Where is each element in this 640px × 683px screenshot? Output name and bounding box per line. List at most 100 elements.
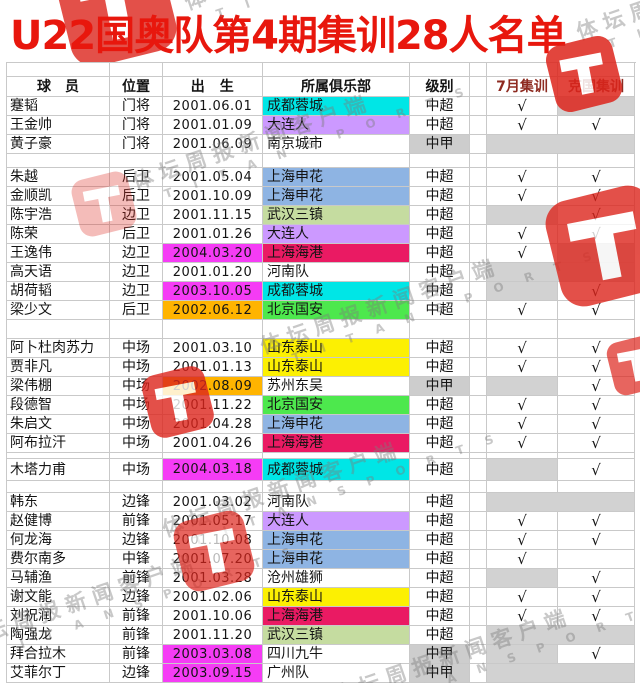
player-name-cell: 马辅渔: [7, 569, 110, 588]
empty-cell: [163, 154, 263, 168]
july-camp-cell: √: [487, 116, 558, 135]
table-row: 陈宇浩 边卫 2001.11.15 武汉三镇 中超 √: [7, 206, 636, 225]
club-cell: 山东泰山: [263, 339, 410, 358]
position-cell: 门将: [110, 135, 163, 154]
player-name-cell: 木塔力甫: [7, 459, 110, 481]
club-cell: 山东泰山: [263, 588, 410, 607]
gap-cell: [470, 263, 487, 282]
gap-cell: [470, 377, 487, 396]
player-name-cell: 何龙海: [7, 531, 110, 550]
birth-date-cell: 2001.01.26: [163, 225, 263, 244]
croatia-camp-cell: √: [558, 282, 635, 301]
col-header-birth: 出 生: [163, 77, 263, 97]
club-cell: 大连人: [263, 225, 410, 244]
player-name-cell: 朱越: [7, 168, 110, 187]
level-cell: 中甲: [410, 664, 470, 683]
position-cell: 中锋: [110, 550, 163, 569]
position-cell: 边卫: [110, 263, 163, 282]
camps-absent-cell: [487, 664, 635, 683]
gap-cell: [470, 168, 487, 187]
table-row: 陶强龙 前锋 2001.11.20 武汉三镇 中超: [7, 626, 636, 645]
birth-date-cell: 2001.05.04: [163, 168, 263, 187]
player-name-cell: 王金帅: [7, 116, 110, 135]
squad-table: 球 员位置出 生所属俱乐部 级别 7月集训 克国集训 蹇韬 门将 2001.06.01 成都蓉…: [6, 62, 636, 683]
player-name-cell: 陈宇浩: [7, 206, 110, 225]
croatia-camp-cell: √: [558, 607, 635, 626]
club-cell: 大连人: [263, 116, 410, 135]
level-cell: 中超: [410, 339, 470, 358]
july-camp-cell: [487, 282, 558, 301]
col-header-club: 所属俱乐部: [263, 77, 410, 97]
spacer-row: [7, 154, 636, 168]
club-cell: 成都蓉城: [263, 282, 410, 301]
spacer-row: [7, 453, 636, 459]
july-camp-cell: √: [487, 168, 558, 187]
table-row: 刘祝润 前锋 2001.10.06 上海海港 中超 √ √: [7, 607, 636, 626]
club-cell: 南京城市: [263, 135, 410, 154]
empty-cell: [558, 63, 635, 77]
col-header-player: 球 员: [7, 77, 110, 97]
empty-cell: [558, 320, 635, 339]
july-camp-cell: √: [487, 339, 558, 358]
july-camp-cell: √: [487, 415, 558, 434]
empty-cell: [410, 320, 470, 339]
empty-cell: [410, 453, 470, 459]
camps-absent-cell: [487, 263, 635, 282]
empty-cell: [7, 481, 110, 493]
birth-date-cell: 2001.05.17: [163, 512, 263, 531]
position-cell: 门将: [110, 116, 163, 135]
club-cell: 上海申花: [263, 187, 410, 206]
birth-date-cell: 2001.04.28: [163, 415, 263, 434]
july-camp-cell: √: [487, 225, 558, 244]
club-cell: 上海海港: [263, 607, 410, 626]
level-cell: 中超: [410, 282, 470, 301]
gap-cell: [470, 358, 487, 377]
empty-cell: [558, 453, 635, 459]
position-cell: 边锋: [110, 493, 163, 512]
croatia-camp-cell: √: [558, 168, 635, 187]
table-row: 高天语 边卫 2001.01.20 河南队 中超: [7, 263, 636, 282]
level-cell: 中超: [410, 607, 470, 626]
position-cell: 前锋: [110, 607, 163, 626]
club-cell: 苏州东吴: [263, 377, 410, 396]
player-name-cell: 阿布拉汗: [7, 434, 110, 453]
empty-cell: [263, 154, 410, 168]
position-cell: 边锋: [110, 531, 163, 550]
col-header-july-camp: 7月集训: [487, 77, 558, 97]
player-name-cell: 朱启文: [7, 415, 110, 434]
club-cell: 大连人: [263, 512, 410, 531]
empty-cell: [110, 154, 163, 168]
table-row: 黄子豪 门将 2001.06.09 南京城市 中甲: [7, 135, 636, 154]
birth-date-cell: 2001.04.26: [163, 434, 263, 453]
position-cell: 前锋: [110, 645, 163, 664]
player-name-cell: 拜合拉木: [7, 645, 110, 664]
position-cell: 前锋: [110, 626, 163, 645]
croatia-camp-cell: √: [558, 588, 635, 607]
empty-cell: [487, 453, 558, 459]
table-row: 金顺凯 后卫 2001.10.09 上海申花 中超 √ √: [7, 187, 636, 206]
table-row: 费尔南多 中锋 2001.07.20 上海申花 中超 √: [7, 550, 636, 569]
birth-date-cell: 2001.10.08: [163, 531, 263, 550]
birth-date-cell: 2003.03.08: [163, 645, 263, 664]
player-name-cell: 段德智: [7, 396, 110, 415]
position-cell: 后卫: [110, 301, 163, 320]
level-cell: 中超: [410, 550, 470, 569]
gap-cell: [470, 607, 487, 626]
croatia-camp-cell: √: [558, 116, 635, 135]
table-row: 拜合拉木 前锋 2003.03.08 四川九牛 中甲 √: [7, 645, 636, 664]
club-cell: 四川九牛: [263, 645, 410, 664]
july-camp-cell: √: [487, 396, 558, 415]
table-row: 朱启文 中场 2001.04.28 上海申花 中超 √ √: [7, 415, 636, 434]
birth-date-cell: 2001.03.28: [163, 569, 263, 588]
club-cell: 广州队: [263, 664, 410, 683]
croatia-camp-cell: √: [558, 459, 635, 481]
position-cell: 后卫: [110, 168, 163, 187]
croatia-camp-cell: √: [558, 225, 635, 244]
empty-cell: [110, 453, 163, 459]
player-name-cell: 陈荣: [7, 225, 110, 244]
level-cell: 中超: [410, 225, 470, 244]
position-cell: 边卫: [110, 282, 163, 301]
empty-cell: [487, 63, 558, 77]
position-cell: 前锋: [110, 512, 163, 531]
